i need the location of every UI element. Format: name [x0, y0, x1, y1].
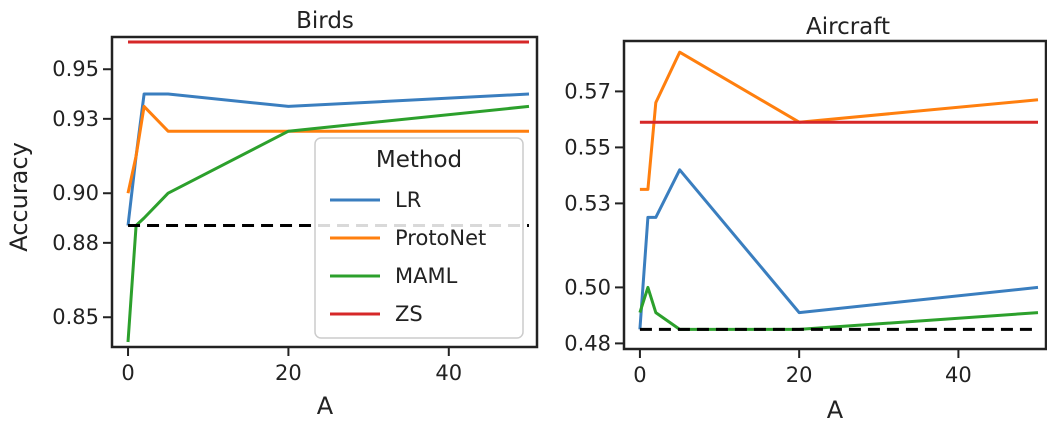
legend-title: Method	[376, 147, 462, 173]
chart-panel-birds: Birds Accuracy A 0.85 0.88 0.90 0.93 0.95 0 20…	[5, 8, 539, 420]
y-tick-label: 0.55	[564, 135, 611, 159]
legend-label-protonet: ProtoNet	[395, 226, 486, 250]
chart-title: Aircraft	[806, 14, 890, 40]
y-tick-label: 0.50	[564, 275, 611, 299]
series-line-protonet	[639, 50, 1039, 191]
x-tick-label: 20	[786, 363, 813, 387]
plot-frame	[110, 35, 539, 349]
chart-title: Birds	[296, 8, 354, 34]
x-tick-label: 40	[945, 363, 972, 387]
series-line-maml	[638, 285, 1039, 331]
y-tick-label: 0.53	[564, 191, 611, 215]
axis-ticks: 0.85 0.88 0.90 0.93 0.95 0 20 40	[52, 57, 462, 385]
y-axis-label: Accuracy	[5, 142, 33, 252]
plot-frame	[622, 39, 1047, 351]
x-tick-label: 0	[121, 361, 134, 385]
y-tick-label: 0.93	[52, 107, 99, 131]
y-tick-label: 0.48	[564, 331, 611, 355]
y-tick-label: 0.95	[52, 57, 99, 81]
x-tick-label: 40	[435, 361, 462, 385]
y-tick-label: 0.88	[52, 231, 99, 255]
series-line-lr	[638, 168, 1039, 330]
axis-ticks: 0.48 0.50 0.53 0.55 0.57 0 20 40	[564, 79, 972, 387]
x-tick-label: 20	[275, 361, 302, 385]
legend-label-zs: ZS	[395, 302, 423, 326]
chart-panel-aircraft: Aircraft A 0.48 0.50 0.53 0.55 0.57 0 20 40	[564, 14, 1047, 422]
x-axis-label: A	[317, 392, 334, 420]
series-line-maml	[126, 104, 530, 343]
legend-label-lr: LR	[395, 188, 421, 212]
series-line-protonet	[126, 104, 529, 194]
legend-box	[314, 137, 524, 339]
plot-lines	[638, 50, 1039, 331]
y-tick-label: 0.90	[52, 181, 99, 205]
legend-label-maml: MAML	[395, 264, 458, 288]
x-tick-label: 0	[633, 363, 646, 387]
legend: Method LR ProtoNet MAML ZS	[314, 137, 524, 339]
y-tick-label: 0.57	[564, 79, 611, 103]
x-axis-label: A	[827, 396, 844, 422]
y-tick-label: 0.85	[52, 305, 99, 329]
